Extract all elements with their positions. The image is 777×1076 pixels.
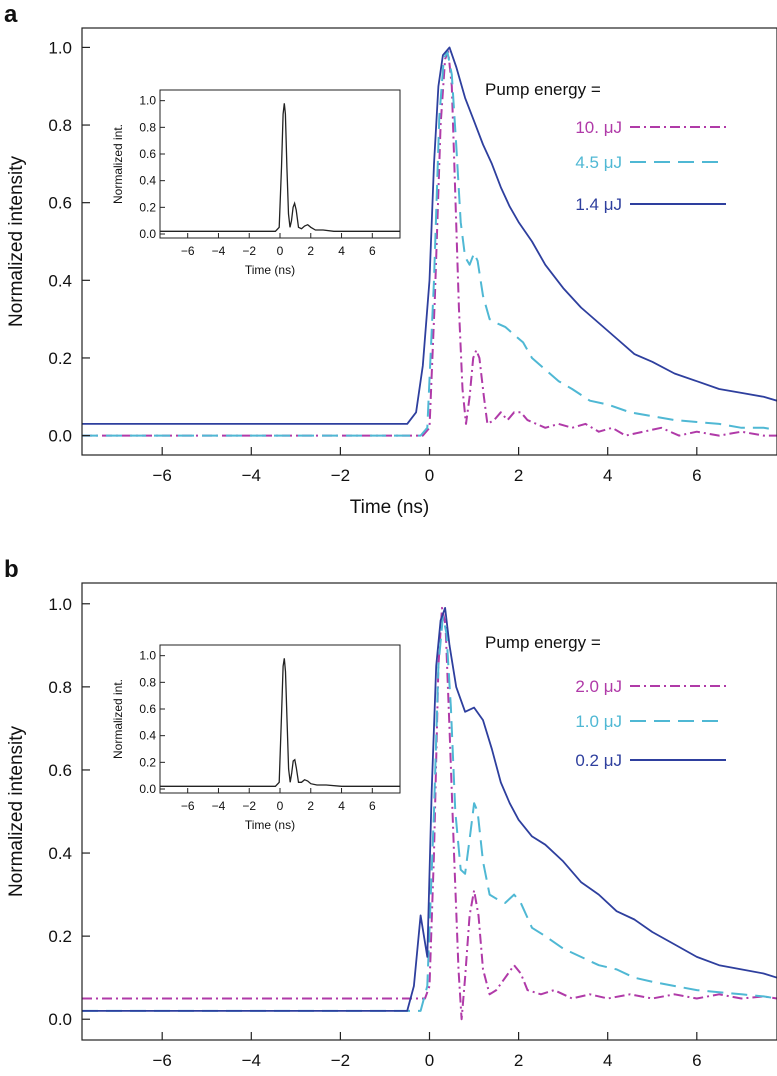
inset-y-axis-label: Normalized int.	[111, 124, 125, 204]
inset-x-tick-label: −4	[212, 244, 226, 258]
inset-y-tick-label: 0.8	[139, 675, 156, 689]
x-tick-label: 2	[514, 1051, 523, 1070]
inset-y-tick-label: 0.0	[139, 782, 156, 796]
y-tick-label: 1.0	[48, 595, 72, 614]
x-tick-label: 4	[603, 466, 612, 485]
inset-y-tick-label: 0.8	[139, 120, 156, 134]
inset-x-tick-label: 4	[338, 244, 345, 258]
inset-chart: −6 −4 −2 0 2 4 6 0.0 0.2 0.4 0.6 0.8 1.0 Time (ns) Nor…	[111, 644, 401, 832]
inset-x-tick-label: −2	[242, 799, 256, 813]
inset-x-tick-label: −6	[181, 244, 195, 258]
inset-y-tick-label: 0.4	[139, 729, 156, 743]
inset-y-tick-label: 1.0	[139, 94, 156, 108]
inset-y-tick-label: 0.4	[139, 174, 156, 188]
x-tick-label: 6	[692, 1051, 701, 1070]
series-line-1	[82, 615, 777, 1012]
x-tick-label: −6	[152, 466, 171, 485]
y-tick-label: 0.2	[48, 927, 72, 946]
legend-label: 1.4 μJ	[575, 195, 622, 214]
x-tick-label: −4	[242, 466, 261, 485]
legend-title: Pump energy =	[485, 80, 601, 99]
x-tick-label: 2	[514, 466, 523, 485]
inset-y-tick-label: 0.6	[139, 702, 156, 716]
x-tick-label: 0	[425, 1051, 434, 1070]
x-tick-label: −2	[331, 466, 350, 485]
inset-x-tick-label: 0	[277, 799, 284, 813]
y-tick-label: 1.0	[48, 38, 72, 57]
inset-x-tick-label: 0	[277, 244, 284, 258]
y-axis-label: Normalized intensity	[6, 725, 27, 897]
x-tick-label: −6	[152, 1051, 171, 1070]
x-axis-label: Time (ns)	[350, 497, 430, 518]
series-line-2	[82, 607, 777, 1012]
series-line-2	[82, 46, 777, 425]
series-line-0	[82, 606, 777, 1021]
inset-y-axis-label: Normalized int.	[111, 679, 125, 759]
inset-x-axis-label: Time (ns)	[245, 818, 295, 832]
x-tick-label: −2	[331, 1051, 350, 1070]
panel-a-chart: a −6 −4 −2 0 2 4 6 0.0 0.2 0.4 0.6 0.8 1.0 Time (ns) No…	[4, 1, 777, 518]
legend-label: 1.0 μJ	[575, 712, 622, 731]
y-tick-label: 0.2	[48, 349, 72, 368]
y-tick-label: 0.8	[48, 678, 72, 697]
inset-y-tick-label: 0.2	[139, 755, 156, 769]
legend-label: 4.5 μJ	[575, 153, 622, 172]
panel-label: a	[4, 1, 18, 28]
inset-y-tick-label: 0.0	[139, 227, 156, 241]
x-tick-label: −4	[242, 1051, 261, 1070]
panel-label: b	[4, 556, 19, 583]
y-tick-label: 0.4	[48, 844, 72, 863]
legend-title: Pump energy =	[485, 633, 601, 652]
inset-series-line-0	[160, 658, 400, 787]
series-line-1	[82, 50, 777, 437]
inset-chart: −6 −4 −2 0 2 4 6 0.0 0.2 0.4 0.6 0.8 1.0 Time (ns) Nor…	[111, 89, 401, 277]
y-tick-label: 0.0	[48, 1010, 72, 1029]
inset-series-line-0	[160, 103, 400, 232]
legend-label: 0.2 μJ	[575, 751, 622, 770]
y-tick-label: 0.4	[48, 271, 72, 290]
y-tick-label: 0.8	[48, 116, 72, 135]
y-tick-label: 0.0	[48, 427, 72, 446]
inset-x-tick-label: −2	[242, 244, 256, 258]
x-tick-label: 4	[603, 1051, 612, 1070]
inset-x-tick-label: 6	[369, 799, 376, 813]
inset-y-tick-label: 0.6	[139, 147, 156, 161]
legend-label: 10. μJ	[575, 118, 622, 137]
y-tick-label: 0.6	[48, 194, 72, 213]
inset-x-tick-label: 2	[307, 244, 314, 258]
inset-x-axis-label: Time (ns)	[245, 263, 295, 277]
inset-y-tick-label: 1.0	[139, 649, 156, 663]
panel-b-chart: b −6 −4 −2 0 2 4 6 0.0 0.2 0.4 0.6 0.8 1.0 Time (ns) No…	[4, 556, 777, 1070]
inset-x-tick-label: −6	[181, 799, 195, 813]
inset-x-tick-label: −4	[212, 799, 226, 813]
inset-x-tick-label: 4	[338, 799, 345, 813]
x-tick-label: 6	[692, 466, 701, 485]
legend-label: 2.0 μJ	[575, 677, 622, 696]
x-tick-label: 0	[425, 466, 434, 485]
inset-x-tick-label: 2	[307, 799, 314, 813]
y-tick-label: 0.6	[48, 761, 72, 780]
inset-x-tick-label: 6	[369, 244, 376, 258]
y-axis-label: Normalized intensity	[6, 155, 27, 327]
inset-y-tick-label: 0.2	[139, 200, 156, 214]
